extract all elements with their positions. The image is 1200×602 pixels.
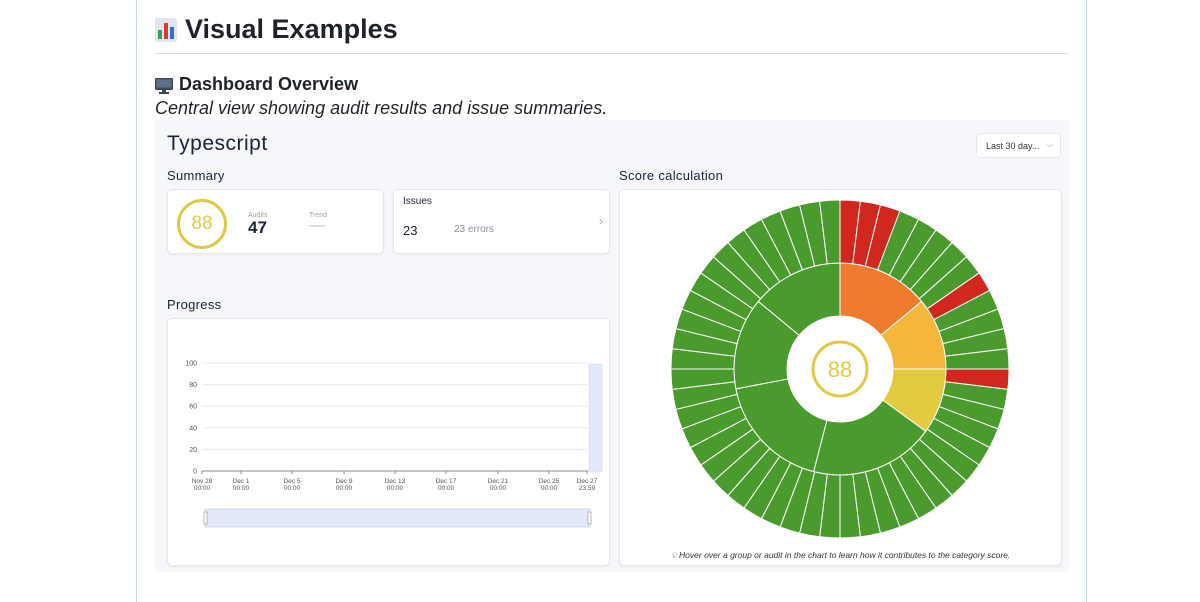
issues-card[interactable]: Issues 23 23 errors ›: [393, 189, 610, 254]
score-calculation-label: Score calculation: [619, 168, 724, 183]
y-tick-label: 0: [193, 469, 197, 476]
desktop-computer-icon: [155, 77, 173, 94]
x-tick-label: Dec 27: [577, 478, 598, 485]
section-heading-text: Visual Examples: [185, 14, 398, 44]
x-tick-label: 00:00: [438, 485, 455, 492]
chart-hint: 💡︎ Hover over a group or audit in the ch…: [620, 550, 1061, 561]
score-calculation-card: 88 💡︎ Hover over a group or audit in the…: [619, 189, 1062, 566]
navigator-window: [204, 508, 591, 528]
x-tick-label: Dec 21: [488, 478, 509, 485]
y-tick-label: 40: [189, 425, 197, 432]
audits-value: 47: [248, 218, 267, 237]
issues-errors: 23 errors: [454, 224, 495, 235]
x-tick-label: 00:00: [490, 485, 507, 492]
date-range-select[interactable]: Last 30 day... ⌵: [976, 133, 1061, 158]
chart-hint-text: Hover over a group or audit in the chart…: [679, 550, 1011, 560]
audits-label: Audits: [248, 212, 268, 219]
sunburst-center: [787, 316, 893, 422]
progress-label: Progress: [167, 297, 222, 312]
chevron-down-icon: ⌵: [1046, 140, 1053, 149]
x-tick-label: Dec 9: [336, 478, 353, 485]
subsection-heading-text: Dashboard Overview: [179, 74, 359, 94]
navigator-handle-right: [587, 511, 592, 525]
x-tick-label: 00:00: [387, 485, 404, 492]
score-badge: 88: [177, 199, 227, 249]
y-tick-label: 60: [189, 404, 197, 411]
trend-value: —: [309, 217, 325, 234]
x-tick-label: 00:00: [541, 485, 558, 492]
center-score-text: 88: [828, 357, 852, 382]
range-brush-vertical: [588, 363, 603, 473]
project-title: Typescript: [167, 132, 268, 155]
bar-chart-icon: [155, 17, 177, 42]
x-tick-label: Nov 28: [192, 478, 213, 485]
date-range-value: Last 30 day...: [986, 140, 1040, 151]
x-tick-label: Dec 13: [385, 478, 406, 485]
document-body: Visual Examples Dashboard Overview Centr…: [136, 0, 1087, 602]
chevron-right-icon[interactable]: ›: [599, 214, 603, 228]
section-heading: Visual Examples: [155, 14, 398, 45]
heading-divider: [155, 53, 1068, 54]
summary-label: Summary: [167, 168, 225, 183]
dashboard-screenshot: Typescript Last 30 day... ⌵ Summary 88 A…: [155, 120, 1069, 572]
x-tick-label: 00:00: [233, 485, 250, 492]
x-tick-label: Dec 5: [284, 478, 301, 485]
y-tick-label: 80: [189, 382, 197, 389]
trend-label: Trend: [309, 212, 328, 219]
x-tick-label: 23:59: [579, 485, 596, 492]
y-tick-label: 100: [185, 361, 197, 368]
subsection-heading: Dashboard Overview: [155, 74, 358, 95]
x-tick-label: Dec 17: [436, 478, 457, 485]
score-sunburst-chart[interactable]: 88: [620, 190, 1063, 550]
x-tick-label: Dec 25: [539, 478, 560, 485]
issues-count: 23: [403, 223, 418, 238]
sunburst-audit-segment: [819, 199, 841, 265]
section-description: Central view showing audit results and i…: [155, 98, 608, 118]
summary-card: 88 Audits 47 Trend —: [167, 189, 384, 254]
center-score-ring: [811, 340, 869, 398]
progress-card: 0 20 40 60 80 100 Nov 28 00:00 Dec 1 00:00 Dec 5 00…: [167, 318, 610, 566]
issues-label: Issues: [403, 196, 432, 207]
x-tick-label: Dec 1: [233, 478, 250, 485]
x-tick-label: 00:00: [336, 485, 353, 492]
y-tick-label: 20: [189, 447, 197, 454]
lightbulb-icon: 💡︎: [670, 550, 677, 560]
x-tick-label: 00:00: [194, 485, 211, 492]
x-tick-label: 00:00: [284, 485, 301, 492]
navigator-handle-left: [203, 511, 208, 525]
